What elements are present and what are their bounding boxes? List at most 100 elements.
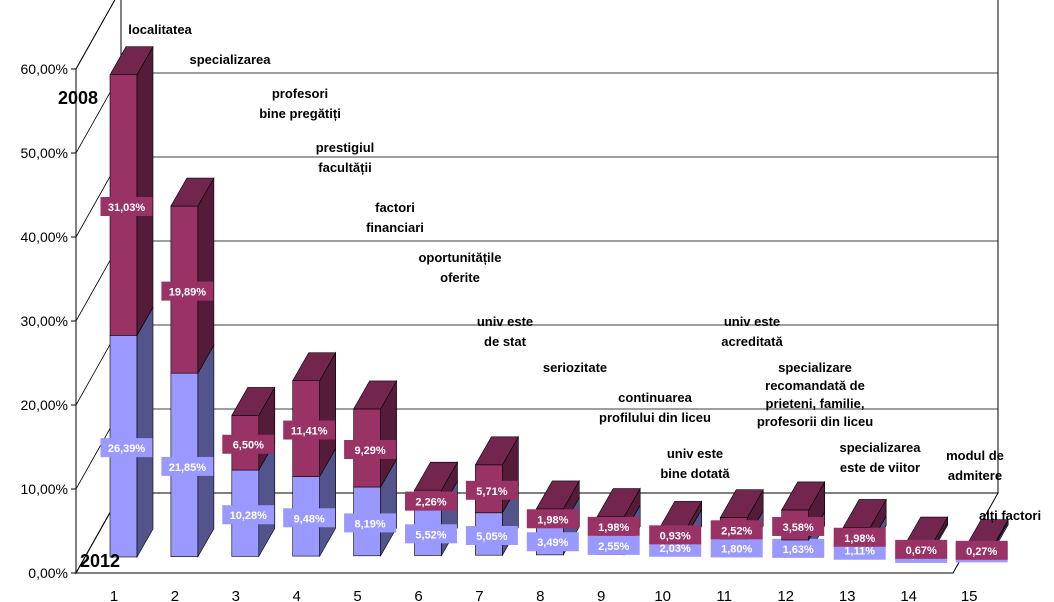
y-tick-label: 50,00% — [21, 145, 68, 161]
data-label-text: 19,89% — [169, 287, 207, 299]
data-label-text: 1,98% — [598, 522, 629, 534]
year-label-2008: 2008 — [58, 88, 98, 108]
y-tick-label: 10,00% — [21, 481, 68, 497]
bar-top-face — [109, 46, 154, 75]
data-label-2008: 5,71% — [465, 480, 518, 500]
y-tick-label: 30,00% — [21, 313, 68, 329]
bars: 26,39% 31,03% 21,85% 19,89% 10,28% 6,50% 9,48%… — [100, 45, 1009, 563]
bar-top-face — [353, 380, 398, 410]
data-label-box — [526, 509, 579, 529]
x-tick-label: 6 — [414, 588, 422, 602]
bar-top-face — [719, 489, 764, 519]
gridline — [75, 324, 998, 406]
x-tick-label: 7 — [475, 588, 483, 602]
x-axis-ticks: 1 2 3 4 5 6 7 8 9 10 11 12 13 14 15 — [110, 588, 978, 602]
data-label-text: 9,48% — [294, 513, 325, 525]
data-label-2008: 6,50% — [222, 434, 275, 454]
category-annotation: localitatea — [128, 22, 192, 37]
data-label-text: 1,80% — [721, 543, 752, 555]
data-label-box — [344, 513, 397, 533]
data-label-2008: 9,29% — [344, 439, 397, 459]
data-label-box — [710, 520, 763, 540]
x-tick-label: 14 — [900, 588, 917, 602]
category-annotation: univ este bine dotată — [660, 446, 730, 481]
category-annotation: continuarea profilului din liceu — [599, 390, 711, 425]
data-label-box — [833, 527, 886, 547]
x-tick-label: 2 — [171, 588, 179, 602]
bar-top-face — [781, 481, 826, 511]
data-label-text: 2,03% — [660, 543, 691, 555]
category-annotation: alți factori — [979, 508, 1041, 523]
category-annotation: specializarea este de viitor — [840, 440, 922, 475]
annotations: localitatea specializarea profesori bine pr… — [128, 22, 1041, 523]
data-label-box — [649, 525, 702, 545]
data-label-box — [283, 420, 336, 440]
gridline — [75, 156, 998, 238]
data-label-2008: 31,03% — [100, 196, 153, 216]
data-label-box — [161, 456, 214, 476]
x-tick-label: 12 — [777, 588, 794, 602]
bar-top-face — [842, 499, 887, 528]
data-label-text: 3,58% — [783, 522, 814, 534]
floor — [75, 492, 999, 574]
bar-side-face — [197, 176, 215, 375]
data-label-text: 2,26% — [415, 497, 446, 509]
data-label-2012: 21,85% — [161, 456, 214, 476]
bar-top-face — [474, 436, 519, 466]
data-label-text: 8,19% — [354, 518, 385, 530]
bar-2012-2 — [170, 344, 215, 558]
data-label-box — [283, 508, 336, 528]
data-label-text: 2,52% — [721, 525, 752, 537]
x-tick-label: 11 — [716, 588, 732, 602]
data-label-2012: 5,52% — [405, 524, 457, 544]
category-annotation: profesori bine pregătiți — [259, 86, 341, 121]
x-tick-label: 10 — [654, 588, 671, 602]
data-label-2008: 1,98% — [833, 527, 886, 547]
data-label-2008: 1,98% — [526, 509, 579, 529]
y-axis-ticks: 0,00% 10,00% 20,00% 30,00% 40,00% 50,00% 60,00… — [21, 61, 76, 581]
data-label-box — [710, 538, 763, 558]
data-label-text: 0,93% — [660, 530, 691, 542]
bar-side-face — [136, 45, 154, 337]
data-label-2008: 3,58% — [772, 516, 825, 536]
data-label-box — [772, 516, 825, 536]
gridline — [75, 0, 116, 70]
x-tick-label: 3 — [232, 588, 240, 602]
data-label-text: 1,63% — [783, 544, 814, 556]
data-label-box — [772, 538, 825, 558]
x-tick-label: 13 — [839, 588, 856, 602]
category-annotation: oportunitățile oferite — [418, 250, 501, 285]
bar-top-face — [413, 461, 459, 491]
category-annotation: prestigiul facultății — [316, 140, 375, 175]
data-label-text: 5,52% — [415, 529, 446, 541]
category-annotation: factori financiari — [366, 200, 424, 235]
data-label-2012: 1,80% — [710, 538, 763, 558]
data-label-2012: 26,39% — [100, 438, 153, 458]
data-label-2008: 0,93% — [649, 525, 702, 545]
x-tick-label: 9 — [597, 588, 605, 602]
bar-2008-2 — [170, 176, 215, 375]
data-label-box — [587, 516, 640, 536]
bar-2008-1 — [109, 45, 154, 337]
data-label-box — [526, 532, 579, 552]
data-label-box — [895, 539, 948, 559]
x-tick-label: 15 — [961, 588, 978, 602]
data-label-box — [161, 281, 214, 301]
data-label-2008: 0,27% — [955, 540, 1008, 560]
data-label-box — [465, 525, 518, 545]
chart-frame — [75, 0, 999, 575]
data-label-box — [405, 524, 457, 544]
data-label-box — [222, 505, 275, 525]
category-annotation: seriozitate — [543, 360, 607, 375]
data-label-text: 11,41% — [291, 426, 328, 438]
y-tick-label: 20,00% — [21, 397, 68, 413]
data-label-text: 9,29% — [354, 445, 385, 457]
data-label-text: 3,49% — [537, 537, 568, 549]
bar-2012-1 — [109, 306, 154, 559]
data-label-box — [222, 434, 275, 454]
x-tick-label: 1 — [110, 588, 118, 602]
category-annotation: univ este acreditată — [721, 314, 783, 349]
bar-top-face — [292, 352, 337, 381]
data-label-2008: 2,52% — [710, 520, 763, 540]
data-label-box — [465, 480, 518, 500]
